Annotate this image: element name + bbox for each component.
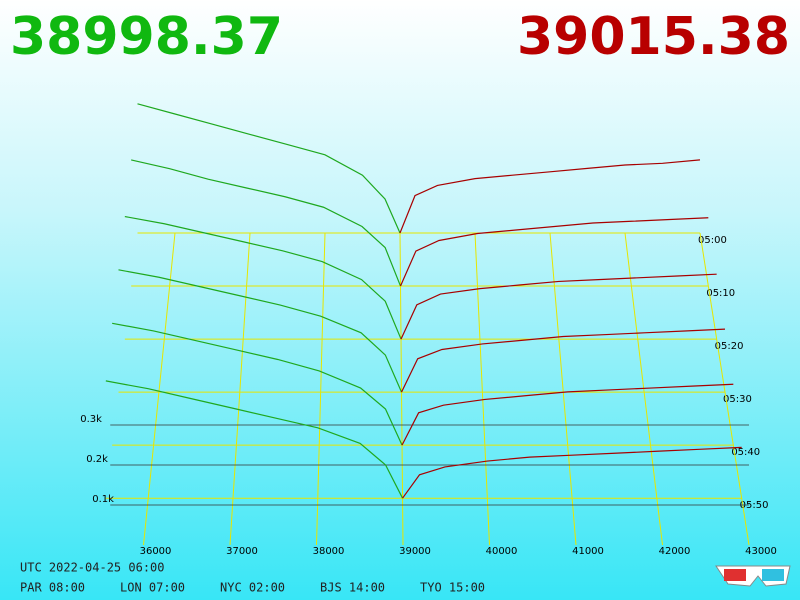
- volume-tick-label: 0.1k: [92, 494, 114, 505]
- best-bid: 38998.37: [10, 7, 283, 67]
- time-tick-label: 05:50: [740, 500, 769, 511]
- ask-depth-line: [400, 273, 717, 340]
- bid-depth-line: [118, 269, 403, 393]
- best-ask: 39015.38: [517, 7, 790, 67]
- glasses-icon: [715, 565, 791, 587]
- price-grid-line: [229, 232, 251, 546]
- ask-depth-line: [400, 328, 726, 393]
- time-tick-label: 05:40: [731, 447, 760, 458]
- price-grid-line: [699, 232, 750, 546]
- time-tick-label: 05:10: [706, 288, 735, 299]
- x-tick-label: 41000: [572, 546, 604, 557]
- bid-depth-line: [137, 103, 401, 234]
- x-tick-label: 43000: [745, 546, 777, 557]
- volume-tick-label: 0.2k: [86, 454, 108, 465]
- ask-depth-line: [399, 217, 709, 287]
- price-grid-line: [624, 232, 663, 546]
- x-tick-label: 42000: [659, 546, 691, 557]
- price-grid-line: [316, 232, 326, 546]
- price-grid-line: [474, 232, 490, 546]
- x-tick-label: 37000: [226, 546, 258, 557]
- timezone-label: PAR 08:00: [20, 581, 85, 595]
- volume-tick-label: 0.3k: [80, 414, 102, 425]
- ask-depth-line: [399, 159, 701, 234]
- bid-depth-line: [105, 380, 404, 499]
- time-tick-label: 05:00: [698, 235, 727, 246]
- time-tick-label: 05:20: [715, 341, 744, 352]
- price-grid-line: [143, 232, 176, 546]
- x-tick-label: 36000: [140, 546, 172, 557]
- utc-time: UTC 2022-04-25 06:00: [20, 561, 165, 575]
- x-tick-label: 39000: [399, 546, 431, 557]
- price-grid-line: [549, 232, 577, 546]
- timezone-label: LON 07:00: [120, 581, 185, 595]
- ask-depth-line: [401, 383, 734, 446]
- ask-depth-line: [402, 446, 742, 499]
- time-tick-label: 05:30: [723, 394, 752, 405]
- bid-depth-line: [124, 215, 402, 340]
- bid-depth-line: [112, 322, 403, 446]
- timezone-label: BJS 14:00: [320, 581, 385, 595]
- timezone-label: TYO 15:00: [420, 581, 485, 595]
- x-tick-label: 40000: [486, 546, 518, 557]
- timezone-label: NYC 02:00: [220, 581, 285, 595]
- x-tick-label: 38000: [313, 546, 345, 557]
- bid-depth-line: [131, 159, 402, 287]
